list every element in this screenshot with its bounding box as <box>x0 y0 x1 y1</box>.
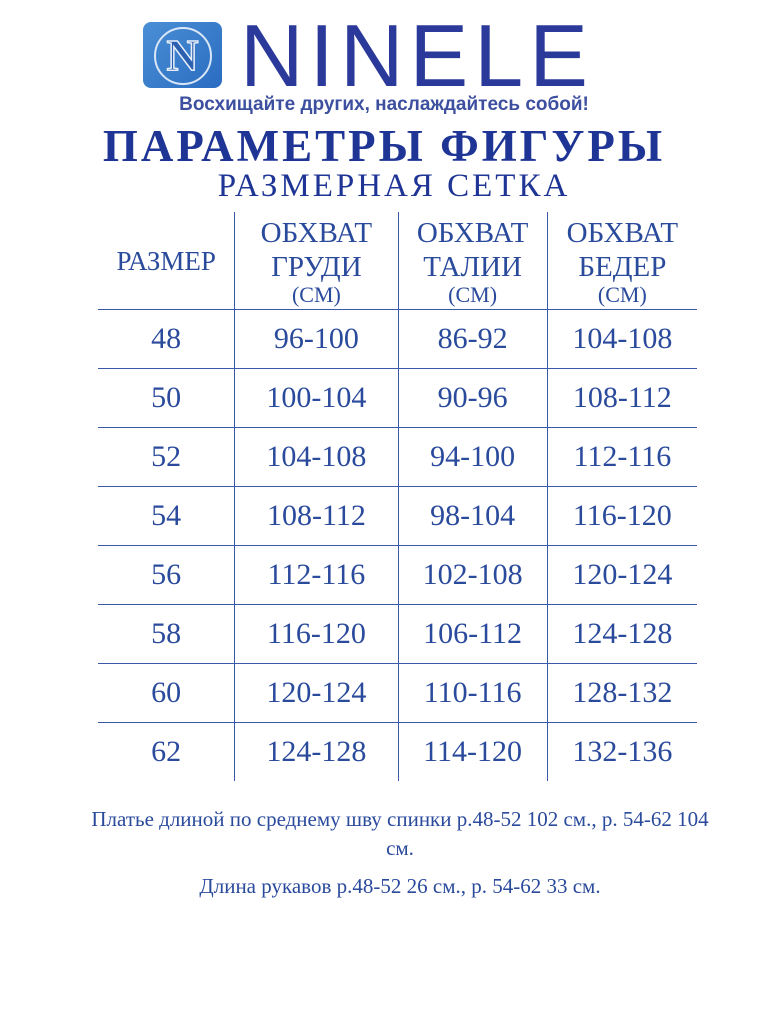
table-row: 52 104-108 94-100 112-116 <box>98 428 697 487</box>
table-header-row: РАЗМЕР ОБХВАТ ГРУДИ (СМ) ОБХВАТ ТАЛИИ (СМ) О… <box>98 212 697 310</box>
chest-cell: 120-124 <box>234 664 397 722</box>
size-cell: 54 <box>151 499 182 532</box>
header-hips: ОБХВАТ БЕДЕР (СМ) <box>546 212 697 309</box>
table-row: 50 100-104 90-96 108-112 <box>98 369 697 428</box>
waist-cell: 86-92 <box>397 310 547 368</box>
table-row: 48 96-100 86-92 104-108 <box>98 310 697 369</box>
brand-name: NINELE <box>240 6 594 105</box>
header-label: ОБХВАТ <box>566 216 679 249</box>
chest-cell: 96-100 <box>234 310 397 368</box>
waist-cell: 94-100 <box>397 428 547 486</box>
hips-cell: 104-108 <box>546 310 697 368</box>
hips-cell: 124-128 <box>546 605 697 663</box>
waist-cell: 90-96 <box>397 369 547 427</box>
brand-tagline: Восхищайте других, наслаждайтесь собой! <box>179 94 589 115</box>
size-table: РАЗМЕР ОБХВАТ ГРУДИ (СМ) ОБХВАТ ТАЛИИ (СМ) О… <box>98 212 697 781</box>
sleeve-length-note: Длина рукавов р.48-52 26 см., р. 54-62 3… <box>199 874 601 898</box>
header-label: ТАЛИИ <box>423 250 523 283</box>
size-cell: 56 <box>151 558 182 591</box>
hips-cell: 112-116 <box>546 428 697 486</box>
brand-logo-icon: N <box>143 22 222 88</box>
size-cell: 50 <box>151 381 182 414</box>
table-row: 56 112-116 102-108 120-124 <box>98 546 697 605</box>
header-chest: ОБХВАТ ГРУДИ (СМ) <box>234 212 397 309</box>
header-label: ГРУДИ <box>271 250 362 283</box>
logo-letter: N <box>166 30 199 81</box>
header-unit: (СМ) <box>448 281 498 307</box>
hips-cell: 128-132 <box>546 664 697 722</box>
chest-cell: 108-112 <box>234 487 397 545</box>
table-row: 60 120-124 110-116 128-132 <box>98 664 697 723</box>
hips-cell: 120-124 <box>546 546 697 604</box>
header-label: ОБХВАТ <box>416 216 529 249</box>
hips-cell: 108-112 <box>546 369 697 427</box>
chest-cell: 124-128 <box>234 723 397 781</box>
size-cell: 60 <box>151 676 182 709</box>
header-unit: (СМ) <box>291 281 341 307</box>
waist-cell: 106-112 <box>397 605 547 663</box>
table-row: 58 116-120 106-112 124-128 <box>98 605 697 664</box>
size-cell: 48 <box>151 322 182 355</box>
chest-cell: 112-116 <box>234 546 397 604</box>
chest-cell: 116-120 <box>234 605 397 663</box>
size-cell: 58 <box>151 617 182 650</box>
page-title: ПАРАМЕТРЫ ФИГУРЫ <box>102 121 666 171</box>
header-label: БЕДЕР <box>578 250 667 283</box>
header-label: ОБХВАТ <box>260 216 373 249</box>
header-waist: ОБХВАТ ТАЛИИ (СМ) <box>397 212 547 309</box>
hips-cell: 132-136 <box>546 723 697 781</box>
waist-cell: 114-120 <box>397 723 547 781</box>
table-row: 62 124-128 114-120 132-136 <box>98 723 697 781</box>
chest-cell: 100-104 <box>234 369 397 427</box>
page-subtitle: РАЗМЕРНАЯ СЕТКА <box>217 168 571 204</box>
dress-length-note: Платье длиной по среднему шву спинки р.4… <box>91 807 709 860</box>
hips-cell: 116-120 <box>546 487 697 545</box>
header-label: РАЗМЕР <box>116 245 216 276</box>
waist-cell: 102-108 <box>397 546 547 604</box>
size-cell: 62 <box>151 735 182 768</box>
header-size: РАЗМЕР <box>98 212 234 309</box>
size-cell: 52 <box>151 440 182 473</box>
header-unit: (СМ) <box>597 281 647 307</box>
waist-cell: 110-116 <box>397 664 547 722</box>
chest-cell: 104-108 <box>234 428 397 486</box>
table-row: 54 108-112 98-104 116-120 <box>98 487 697 546</box>
waist-cell: 98-104 <box>397 487 547 545</box>
